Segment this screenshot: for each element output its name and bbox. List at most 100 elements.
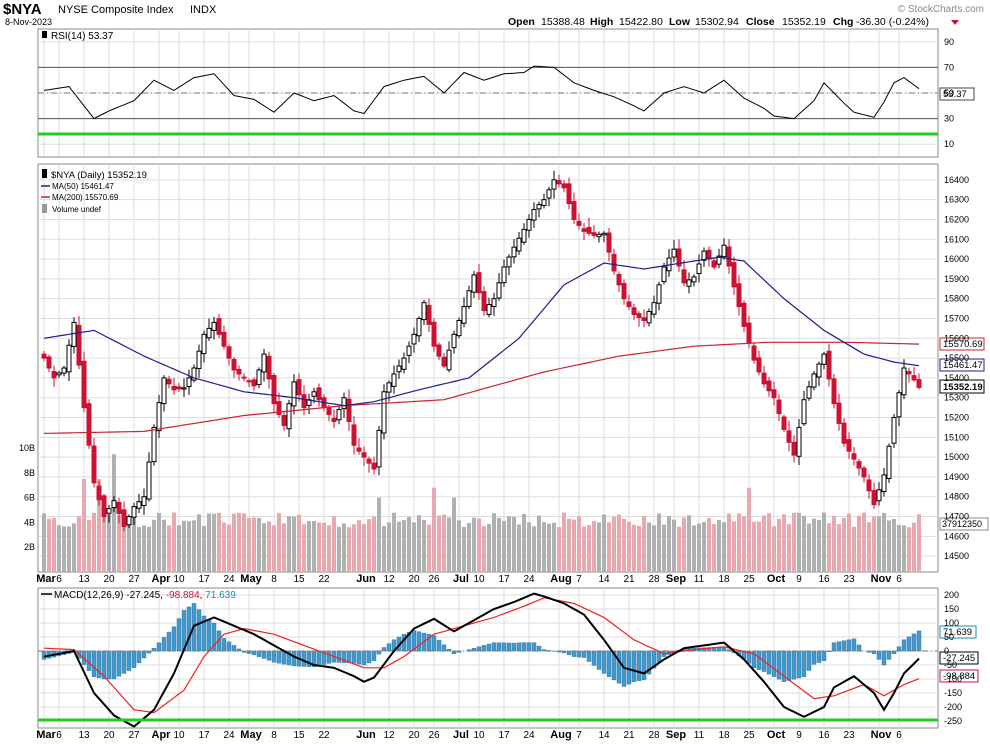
candle-body (706, 249, 712, 260)
close-label: Close (746, 16, 775, 28)
candle-body (391, 373, 397, 387)
volume-bar (522, 513, 526, 572)
volume-bar (242, 513, 246, 572)
macd-histogram-bar (606, 650, 612, 677)
volume-bar (302, 524, 306, 572)
candle-body (781, 416, 787, 430)
candle-body (631, 307, 637, 316)
volume-bar (127, 522, 131, 572)
macd-histogram-bar (41, 650, 47, 660)
x-tick-label: 10 (173, 574, 185, 585)
macd-histogram-bar (786, 650, 792, 681)
macd-histogram-bar (501, 642, 507, 652)
volume-bar (187, 521, 191, 572)
x-tick-label: 17 (198, 574, 210, 585)
macd-tick-label: -50 (944, 660, 957, 670)
macd-histogram-bar (886, 650, 892, 660)
volume-bar (42, 513, 46, 572)
volume-bar (492, 513, 496, 572)
x-tick-label: 6 (896, 730, 902, 741)
watermark: © StockCharts.com (898, 4, 984, 15)
x-tick-label: 6 (56, 730, 62, 741)
macd-histogram-bar (816, 650, 822, 663)
close-tag (939, 379, 985, 394)
volume-bar (172, 512, 176, 572)
candle-body (556, 180, 562, 185)
candle-body (211, 321, 217, 331)
volume-bar (377, 497, 381, 572)
macd-histogram-bar (491, 642, 497, 652)
volume-bar (797, 512, 801, 572)
volume-bar (117, 515, 121, 572)
ma200-tag (939, 337, 985, 351)
candle-body (681, 269, 687, 284)
candle-body (661, 266, 667, 283)
volume-bar (647, 522, 651, 572)
rsi-tick-label: 30 (944, 114, 954, 124)
ma200-line (43, 341, 920, 434)
volume-bar (252, 517, 256, 572)
volume-bar (892, 519, 896, 572)
volume-bar (777, 518, 781, 572)
rsi-axis: 90 70 50 30 10 (944, 37, 954, 149)
volume-bar (882, 512, 886, 572)
volume-bar (657, 513, 661, 572)
candle-body (871, 490, 877, 506)
legend-swatch-price (42, 169, 47, 178)
rsi-label-text: RSI(14) 53.37 (51, 31, 114, 42)
volume-bar (392, 512, 396, 572)
open-label: Open (508, 16, 535, 28)
x-tick-label: 7 (576, 574, 582, 585)
volume-tick-label: 10B (19, 443, 35, 453)
volume-bar (807, 523, 811, 572)
volume-bar (827, 523, 831, 572)
volume-bar (167, 525, 171, 572)
x-tick-label: Sep (666, 729, 686, 741)
volume-bar (722, 522, 726, 572)
volume-bar (287, 516, 291, 572)
candle-body (881, 474, 887, 493)
legend-ma200: MA(200) 15570.69 (52, 193, 119, 202)
candle-body (886, 445, 892, 479)
volume-bar (782, 514, 786, 572)
volume-bar (237, 512, 241, 572)
macd-label: MACD(12,26,9) -27.245, -98.884, 71.639 (41, 590, 236, 601)
ohlc-summary: Open 15388.48 High 15422.80 Low 15302.94… (508, 16, 959, 28)
candle-body (821, 353, 827, 365)
macd-histogram-bar (221, 638, 227, 652)
candle-body (421, 302, 427, 321)
x-tick-label: 18 (718, 730, 730, 741)
ma50-line (43, 256, 920, 407)
macd-tick-label: -250 (944, 716, 962, 726)
x-tick-label: 12 (383, 730, 395, 741)
candle-body (441, 356, 447, 367)
chg-label: Chg (833, 16, 853, 28)
macd-line (43, 592, 920, 728)
candle-body (276, 401, 282, 416)
x-tick-label: 28 (648, 730, 660, 741)
macd-histogram-bar (211, 622, 217, 652)
rsi-tick-label: 90 (944, 37, 954, 47)
candle-body (826, 350, 832, 380)
candle-body (181, 387, 187, 390)
candle-body (786, 430, 792, 443)
candle-body (101, 495, 107, 518)
x-tick-label: 10 (473, 574, 485, 585)
volume-axis: 10B 8B 6B 4B 2B (19, 443, 35, 552)
candle-body (141, 496, 147, 506)
volume-bar (687, 515, 691, 572)
macd-signal-tag (939, 669, 979, 683)
volume-bar (732, 521, 736, 572)
macd-histogram-bar (406, 632, 412, 652)
candle-body (56, 372, 62, 376)
rsi-tick-label: 10 (944, 139, 954, 149)
macd-label-macd: -27.245 (126, 590, 160, 601)
index-name: NYSE Composite Index (58, 4, 174, 16)
candle-body (346, 398, 352, 422)
candle-body (746, 322, 752, 344)
candle-body (116, 501, 122, 515)
price-tick-label: 15600 (944, 333, 969, 343)
volume-bar (707, 518, 711, 572)
candle-body (76, 324, 82, 366)
candle-body (721, 244, 727, 258)
